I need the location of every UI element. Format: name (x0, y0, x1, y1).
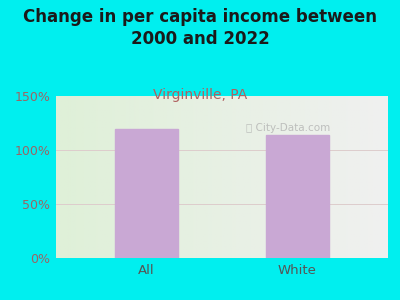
Text: ⓘ City-Data.com: ⓘ City-Data.com (246, 123, 330, 134)
Text: Change in per capita income between
2000 and 2022: Change in per capita income between 2000… (23, 8, 377, 48)
Bar (115, 130, 178, 258)
Bar (266, 135, 329, 258)
Text: Virginville, PA: Virginville, PA (153, 88, 247, 103)
